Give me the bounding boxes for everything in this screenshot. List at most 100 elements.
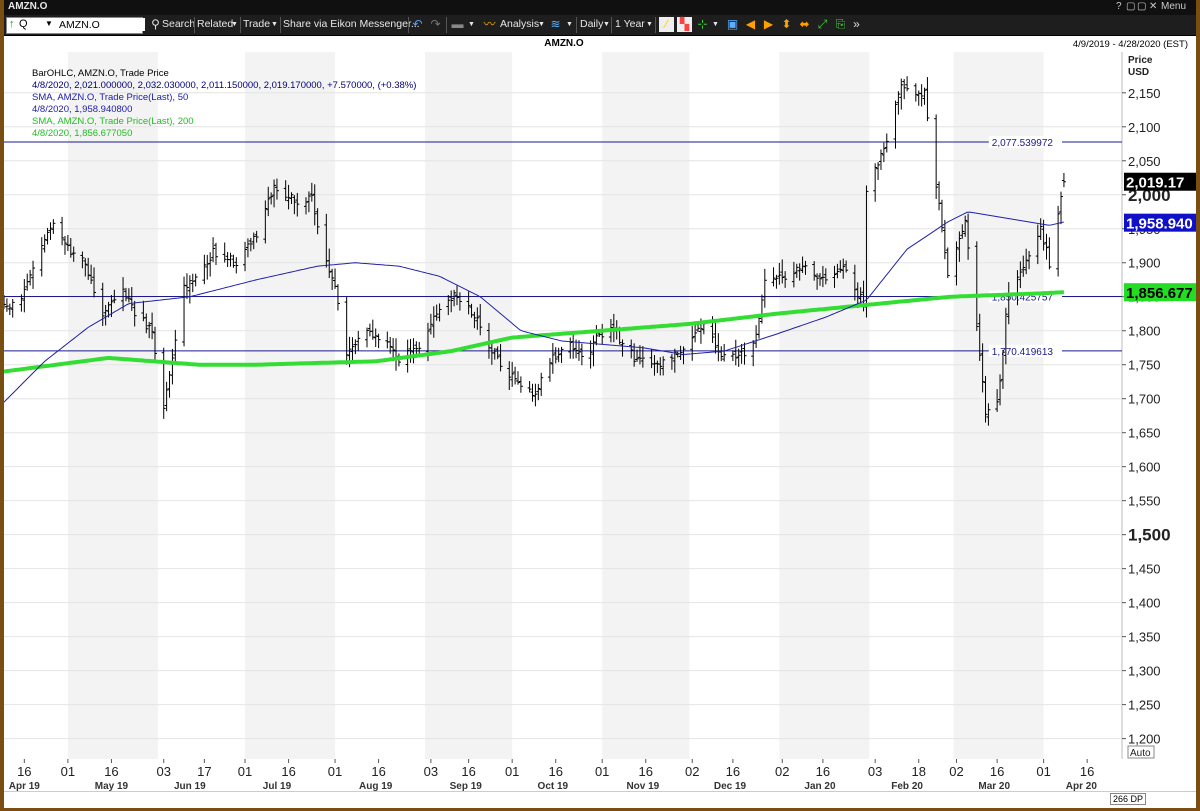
ohlc-bar [600, 323, 605, 344]
ohlc-bar [510, 361, 515, 387]
ohlc-bar [327, 248, 332, 279]
ohlc-bar [713, 321, 718, 354]
share-messenger-button[interactable]: Share via Eikon Messenger... [283, 18, 420, 30]
auto-scale-button: Auto [1130, 748, 1151, 759]
ohlc-bar [559, 346, 564, 363]
folder-icon[interactable]: ▬ [451, 17, 464, 31]
chevron-down-icon[interactable]: ▼ [271, 21, 278, 28]
ohlc-bar [472, 311, 477, 329]
ohlc-bar [446, 295, 451, 316]
ohlc-bar [213, 242, 218, 266]
search-button[interactable]: Search [162, 18, 196, 30]
x-tick-label: 02 [685, 764, 699, 779]
x-month-label: Sep 19 [450, 781, 483, 791]
search-icon[interactable]: ⚲ [151, 17, 160, 31]
ohlc-bar [963, 215, 968, 237]
ohlc-bar [466, 291, 471, 315]
quote-icon[interactable]: Q [19, 18, 28, 30]
ohlc-bar [536, 383, 541, 401]
ohlc-bar [205, 254, 210, 280]
ohlc-bar [31, 260, 36, 289]
ohlc-bar [696, 323, 701, 333]
x-tick-label: 16 [461, 764, 475, 779]
ohlc-bar [83, 258, 88, 277]
ohlc-bar [878, 149, 883, 170]
month-band [425, 52, 513, 759]
close-icon[interactable]: ✕ [1149, 1, 1158, 12]
chart-panel[interactable]: 1,200 1,250 1,300 1,350 1,400 1,450 1,500 1,550… [2, 52, 1196, 759]
ohlc-bar [190, 273, 195, 293]
ohlc-bar [838, 260, 843, 273]
divider [446, 17, 447, 33]
ohlc-bar [408, 338, 413, 363]
expand-vertical-icon[interactable]: ⬍ [781, 17, 792, 31]
bar-chart-icon[interactable]: ▚ [677, 17, 692, 32]
ohlc-bar [184, 273, 189, 299]
chevron-down-icon[interactable]: ▼ [45, 19, 53, 28]
ohlc-bar [902, 79, 907, 100]
line-chart-icon[interactable]: ⁄ [659, 17, 674, 32]
analysis-menu[interactable]: Analysis [500, 18, 540, 30]
related-menu[interactable]: Related [197, 18, 234, 30]
reset-zoom-icon[interactable]: ⤢ [817, 17, 828, 31]
x-tick-label: 16 [816, 764, 830, 779]
period-select[interactable]: 1 Year [615, 18, 645, 30]
divider [194, 17, 195, 33]
ohlc-bar [800, 256, 805, 274]
chevron-down-icon[interactable]: ▼ [231, 21, 238, 28]
legend-line: 4/8/2020, 2,021.000000, 2,032.030000, 2,… [32, 80, 416, 91]
redo-icon[interactable]: ↷ [430, 17, 441, 31]
price-chart[interactable]: 1,200 1,250 1,300 1,350 1,400 1,450 1,500 1,550… [2, 52, 1196, 759]
ohlc-bar [803, 260, 808, 275]
chevron-down-icon[interactable]: ▼ [468, 21, 475, 28]
scroll-left-icon[interactable]: ◀ [745, 17, 756, 31]
ohlc-bar [22, 279, 27, 313]
x-month-label: Aug 19 [359, 781, 393, 791]
wave-icon[interactable]: ≋ [550, 17, 561, 31]
ohlc-bar [513, 366, 518, 385]
more-chevron-icon[interactable]: » [853, 17, 860, 31]
trade-menu[interactable]: Trade [243, 18, 271, 30]
ohlc-bar [530, 383, 535, 402]
ohlc-bar [844, 260, 849, 273]
ohlc-bar [228, 252, 233, 267]
window-title: AMZN.O [8, 1, 48, 12]
up-arrow-icon[interactable]: ↑ [9, 18, 15, 30]
ohlc-bar [995, 389, 1000, 412]
ohlc-bar [89, 264, 94, 284]
chevron-down-icon[interactable]: ▼ [566, 21, 573, 28]
x-month-label: Jul 19 [263, 781, 292, 791]
ohlc-bar [147, 321, 152, 339]
chevron-down-icon[interactable]: ▼ [603, 21, 610, 28]
chevron-down-icon[interactable]: ▼ [712, 21, 719, 28]
ohlc-bar [39, 237, 44, 277]
ohlc-bar [518, 376, 523, 393]
export-icon[interactable]: ⎘ [835, 17, 846, 31]
help-icon[interactable]: ? [1116, 1, 1122, 12]
ohlc-bar [629, 339, 634, 359]
minimize-icon[interactable]: ▢ [1126, 1, 1136, 12]
ohlc-bar [1041, 219, 1046, 251]
analysis-icon[interactable]: 〰 [483, 17, 496, 31]
ric-input[interactable] [57, 18, 145, 31]
crosshair-icon[interactable]: ⊹ [697, 17, 708, 31]
undo-icon[interactable]: ↶ [412, 17, 423, 31]
ohlc-bar [730, 350, 735, 361]
y-axis-price-label: Price [1128, 55, 1153, 66]
ohlc-bar [92, 267, 97, 298]
chevron-down-icon[interactable]: ▼ [538, 21, 545, 28]
ohlc-bar [132, 300, 137, 327]
ohlc-bar [620, 339, 625, 357]
maximize-icon[interactable]: ▢ [1137, 1, 1147, 12]
menu-label[interactable]: Menu [1161, 1, 1187, 12]
zoom-box-icon[interactable]: ▣ [726, 17, 739, 31]
interval-select[interactable]: Daily [580, 18, 604, 30]
expand-horizontal-icon[interactable]: ⬌ [799, 17, 810, 31]
ohlc-bar [780, 259, 785, 284]
y-tick-label: 1,250 [1128, 698, 1161, 713]
scroll-right-icon[interactable]: ▶ [763, 17, 774, 31]
ohlc-bar [263, 200, 268, 244]
x-month-label: May 19 [95, 781, 129, 791]
ohlc-bar [62, 235, 67, 255]
chevron-down-icon[interactable]: ▼ [646, 21, 653, 28]
